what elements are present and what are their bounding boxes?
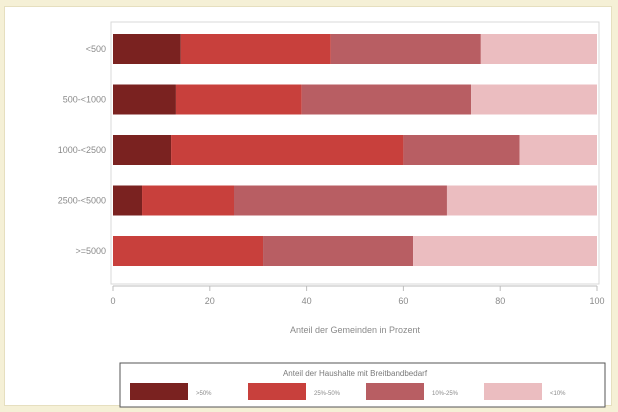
bar-segment-1-0 — [113, 84, 176, 115]
x-tick-label: 20 — [205, 296, 215, 306]
bar-segment-2-0 — [113, 135, 172, 165]
legend-swatch — [130, 383, 188, 400]
legend-items: >50% 25%-50% 10%-25% <10% — [130, 383, 566, 400]
legend-swatch — [248, 383, 306, 400]
category-label: 1000-<2500 — [58, 145, 106, 155]
legend: Anteil der Haushalte mit Breitbandbedarf… — [119, 362, 606, 408]
x-tick-label: 0 — [110, 296, 115, 306]
bar-segment-0-0 — [113, 34, 181, 64]
category-label: >=5000 — [75, 246, 106, 256]
x-tick-label: 100 — [589, 296, 604, 306]
x-axis: 0 20 40 60 80 100 — [110, 285, 605, 306]
legend-label: 10%-25% — [432, 391, 459, 397]
bar-segment-3-0 — [113, 185, 143, 216]
bar-segment-0-2 — [330, 34, 481, 64]
legend-label: 25%-50% — [314, 391, 341, 397]
bar-segment-3-3 — [446, 185, 597, 216]
bar-segment-2-2 — [403, 135, 520, 165]
category-labels: <500 500-<1000 1000-<2500 2500-<5000 >=5000 — [58, 44, 106, 256]
bar-segment-1-3 — [471, 84, 597, 115]
bar-segment-1-2 — [301, 84, 472, 115]
x-axis-title: Anteil der Gemeinden in Prozent — [290, 325, 421, 335]
category-label: <500 — [86, 44, 106, 54]
legend-swatch — [484, 383, 542, 400]
bar-segment-4-1 — [113, 236, 264, 266]
bar-segment-2-1 — [171, 135, 404, 165]
x-tick-label: 40 — [302, 296, 312, 306]
legend-label: >50% — [196, 391, 212, 397]
legend-swatch — [366, 383, 424, 400]
bar-segment-0-1 — [180, 34, 331, 64]
bar-segment-3-1 — [142, 185, 234, 216]
legend-title: Anteil der Haushalte mit Breitbandbedarf — [283, 369, 428, 378]
bar-segment-4-3 — [413, 236, 597, 266]
bar-segment-0-3 — [480, 34, 597, 64]
category-label: 500-<1000 — [63, 95, 106, 105]
x-tick-label: 80 — [495, 296, 505, 306]
bar-segment-1-1 — [175, 84, 302, 115]
legend-label: <10% — [550, 391, 566, 397]
x-tick-label: 60 — [398, 296, 408, 306]
bar-segment-3-2 — [234, 185, 447, 216]
bar-segment-2-3 — [519, 135, 597, 165]
category-label: 2500-<5000 — [58, 196, 106, 206]
bars-group — [113, 34, 597, 266]
bar-segment-4-2 — [263, 236, 414, 266]
